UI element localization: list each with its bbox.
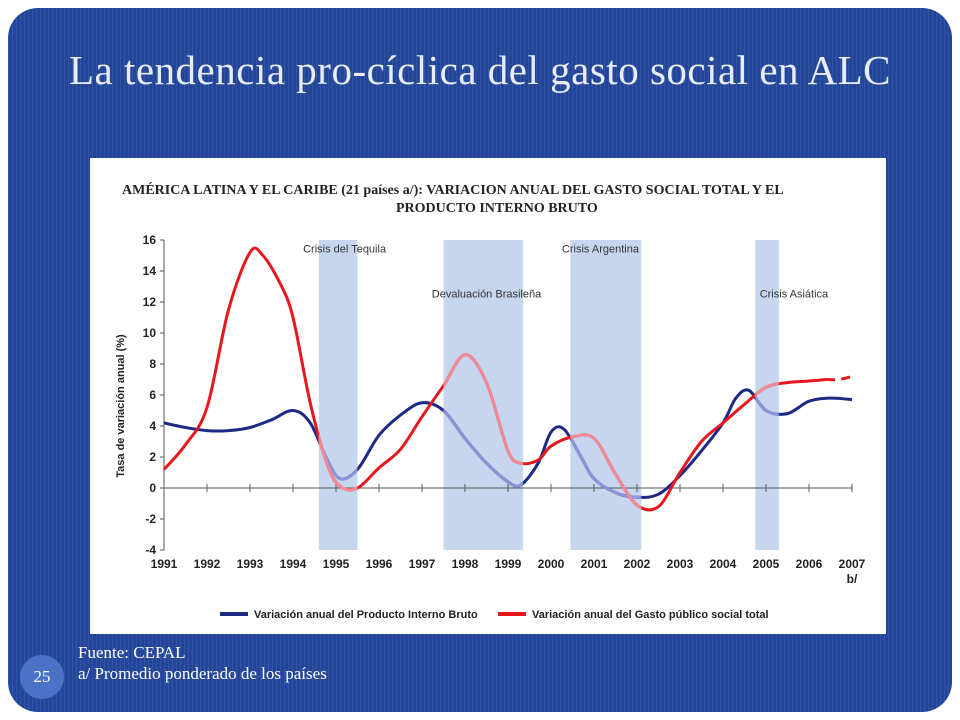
y-tick-label: -4 [145,543,156,557]
x-tick-label: 2004 [710,557,737,571]
y-tick-label: 2 [149,450,156,464]
x-tick-label: 1993 [237,557,264,571]
chart-title: AMÉRICA LATINA Y EL CARIBE (21 países a/… [122,181,784,198]
x-tick-label: 1998 [452,557,479,571]
x-tick-label: 1997 [409,557,436,571]
chart-series [162,246,853,512]
x-tick-suffix: b/ [847,572,858,586]
crisis-annotation: Crisis Asiática [760,288,829,300]
x-tick-label: 1995 [323,557,350,571]
x-tick-label: 2001 [581,557,608,571]
y-tick-label: 14 [143,264,157,278]
x-tick-label: 1996 [366,557,393,571]
crisis-annotation: Crisis Argentina [562,243,640,255]
x-tick-label: 2003 [667,557,694,571]
x-tick-label: 1991 [151,557,178,571]
footnote-line: a/ Promedio ponderado de los países [78,664,327,683]
crisis-shade [570,240,642,550]
y-tick-label: 6 [149,388,156,402]
crisis-annotation: Crisis del Tequila [303,243,387,255]
x-tick-label: 2002 [624,557,651,571]
x-tick-label: 1999 [495,557,522,571]
crisis-shade [318,240,358,550]
x-tick-label: 2005 [753,557,780,571]
source-line: Fuente: CEPAL [78,643,186,662]
x-tick-label: 1992 [194,557,221,571]
gasto-social-projection-line [826,374,853,382]
chart: AMÉRICA LATINA Y EL CARIBE (21 países a/… [115,181,866,621]
slide: La tendencia pro-cíclica del gasto socia… [8,8,952,712]
y-tick-label: 4 [149,419,156,433]
crisis-shaded-periods [318,240,779,550]
y-tick-label: -2 [145,512,156,526]
chart-panel: AMÉRICA LATINA Y EL CARIBE (21 países a/… [90,158,886,634]
x-tick-label: 1994 [280,557,307,571]
x-tick-label: 2007 [839,557,866,571]
x-tick-label: 2000 [538,557,565,571]
y-tick-label: 8 [149,357,156,371]
y-tick-label: 12 [143,295,157,309]
chart-legend: Variación anual del Producto Interno Bru… [220,609,769,621]
x-tick-label: 2006 [796,557,823,571]
y-tick-label: 16 [143,233,157,247]
legend-label: Variación anual del Producto Interno Bru… [254,609,478,621]
crisis-annotation: Devaluación Brasileña [432,288,542,300]
y-tick-label: 0 [149,481,156,495]
y-tick-label: 10 [143,326,157,340]
chart-subtitle: PRODUCTO INTERNO BRUTO [396,201,598,216]
legend-label: Variación anual del Gasto público social… [532,609,769,621]
crisis-annotations: Crisis del Tequila Crisis Argentina Devalu… [303,243,829,300]
y-axis-label: Tasa de variación anual (%) [115,334,127,478]
crisis-shade [755,240,779,550]
slide-number: 25 [20,655,64,699]
slide-title: La tendencia pro-cíclica del gasto socia… [68,47,892,93]
source-note: Fuente: CEPAL a/ Promedio ponderado de l… [78,642,327,684]
crisis-shade [443,240,524,550]
